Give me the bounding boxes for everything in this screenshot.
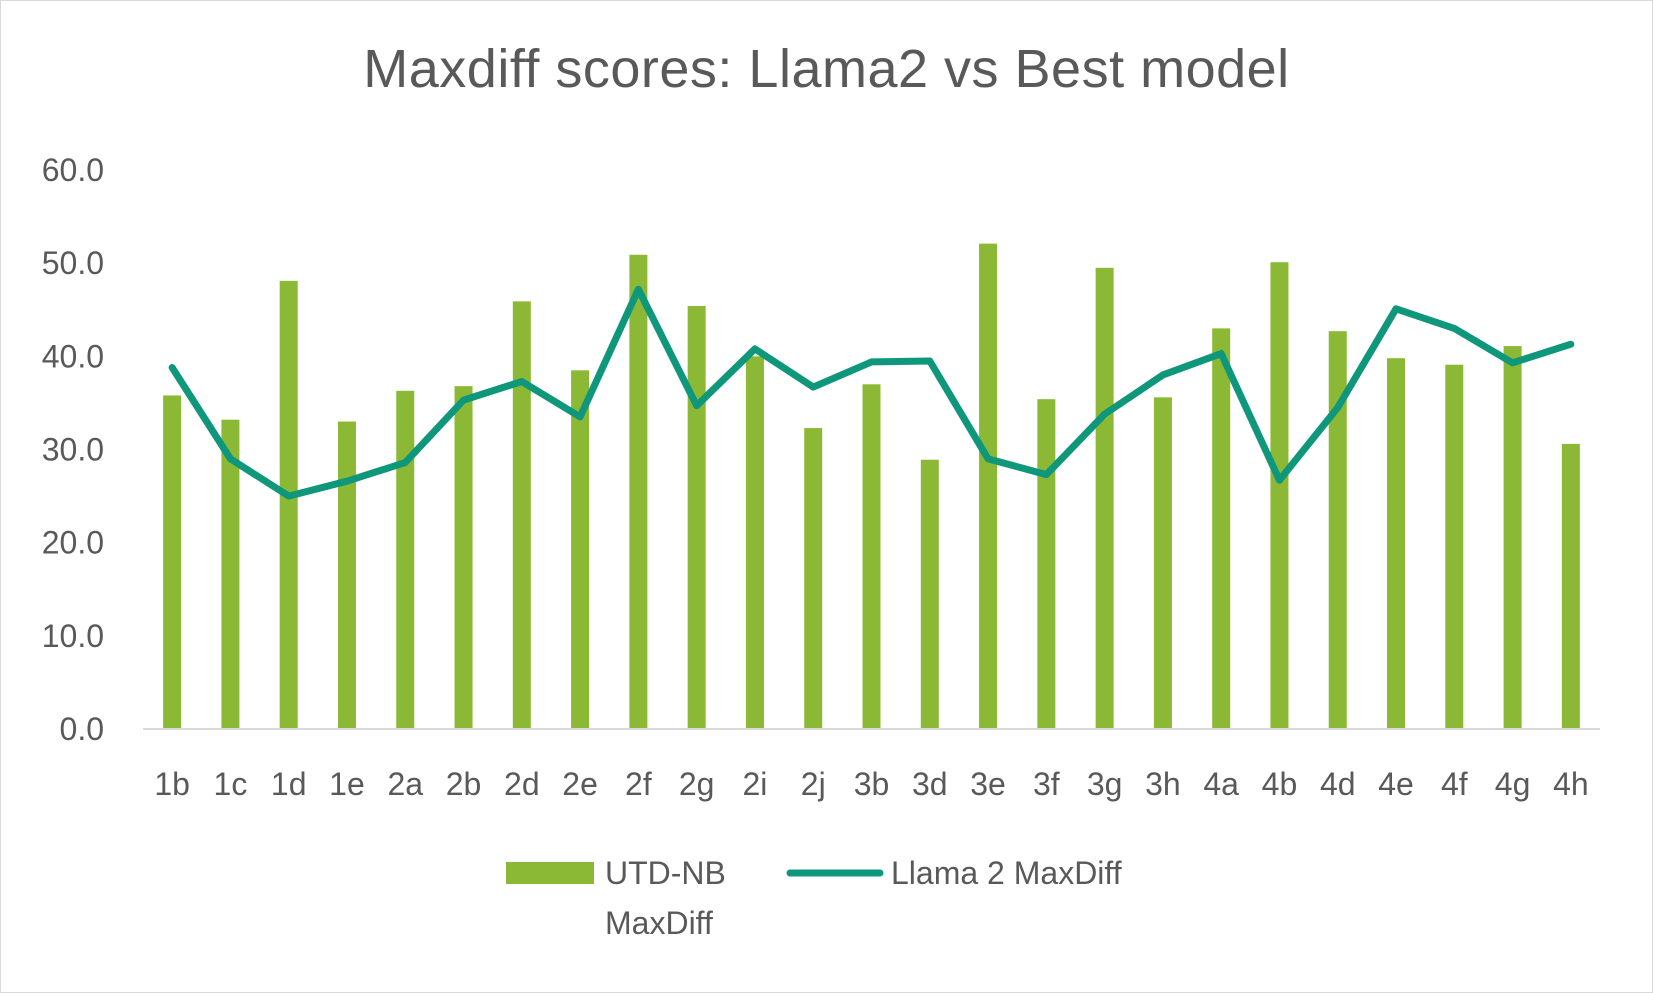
y-tick-label: 40.0 bbox=[42, 338, 104, 374]
bar-2f bbox=[629, 254, 648, 729]
bar-4a bbox=[1212, 328, 1231, 729]
legend-label-bar: MaxDiff bbox=[605, 905, 713, 941]
y-tick-label: 30.0 bbox=[42, 432, 104, 468]
y-tick-label: 10.0 bbox=[42, 618, 104, 654]
y-axis-ticks: 0.0 10.0 20.0 30.0 40.0 50.0 60.0 bbox=[42, 152, 104, 747]
line-series-llama2 bbox=[168, 285, 1575, 500]
bar-3b bbox=[862, 384, 881, 729]
bar-2e bbox=[571, 370, 590, 729]
x-tick-label: 2i bbox=[742, 766, 767, 802]
bar-2d bbox=[512, 301, 531, 729]
y-tick-label: 50.0 bbox=[42, 245, 104, 281]
x-tick-label: 2b bbox=[446, 766, 482, 802]
x-tick-label: 3d bbox=[912, 766, 948, 802]
x-tick-label: 4h bbox=[1553, 766, 1589, 802]
x-tick-label: 2d bbox=[504, 766, 540, 802]
bar-2g bbox=[687, 306, 706, 729]
x-tick-label: 1d bbox=[271, 766, 307, 802]
x-tick-label: 4d bbox=[1320, 766, 1356, 802]
bar-3h bbox=[1153, 397, 1172, 729]
y-tick-label: 60.0 bbox=[42, 152, 104, 188]
bar-series bbox=[163, 243, 1580, 729]
legend-label-bar: UTD-NB bbox=[605, 855, 726, 891]
x-tick-label: 1e bbox=[329, 766, 365, 802]
bar-3g bbox=[1095, 267, 1114, 729]
bar-3f bbox=[1037, 399, 1056, 729]
x-tick-label: 3f bbox=[1033, 766, 1060, 802]
x-tick-label: 2g bbox=[679, 766, 715, 802]
x-tick-label: 1c bbox=[214, 766, 248, 802]
x-tick-label: 2e bbox=[562, 766, 598, 802]
x-tick-label: 4e bbox=[1378, 766, 1414, 802]
bar-4h bbox=[1561, 443, 1580, 729]
x-tick-label: 4b bbox=[1262, 766, 1298, 802]
x-axis-ticks: 1b 1c 1d 1e 2a 2b 2d 2e 2f 2g 2i 2j 3b 3d 3e 3f 3g 3h 4a 4b… bbox=[154, 766, 1588, 802]
bar-1e bbox=[337, 421, 356, 729]
bar-2i bbox=[745, 356, 764, 729]
legend-swatch-bar bbox=[506, 862, 594, 884]
bar-3d bbox=[920, 459, 939, 729]
x-tick-label: 2f bbox=[625, 766, 652, 802]
x-tick-label: 4f bbox=[1441, 766, 1468, 802]
bar-4f bbox=[1445, 364, 1464, 729]
x-tick-label: 3g bbox=[1087, 766, 1123, 802]
y-tick-label: 0.0 bbox=[60, 711, 104, 747]
x-tick-label: 2j bbox=[801, 766, 826, 802]
bar-2j bbox=[804, 428, 823, 729]
bar-3e bbox=[979, 243, 998, 729]
bar-4d bbox=[1328, 331, 1347, 729]
bar-1c bbox=[221, 419, 240, 729]
bar-2a bbox=[396, 390, 415, 729]
x-tick-label: 4a bbox=[1203, 766, 1239, 802]
x-tick-label: 3h bbox=[1145, 766, 1181, 802]
y-tick-label: 20.0 bbox=[42, 525, 104, 561]
x-tick-label: 4g bbox=[1495, 766, 1531, 802]
legend-label-line: Llama 2 MaxDiff bbox=[891, 855, 1122, 891]
x-tick-label: 3e bbox=[970, 766, 1006, 802]
legend: UTD-NB MaxDiff Llama 2 MaxDiff bbox=[506, 855, 1122, 941]
bar-2b bbox=[454, 386, 473, 729]
x-tick-label: 2a bbox=[387, 766, 423, 802]
bar-4g bbox=[1503, 346, 1522, 729]
bar-1b bbox=[163, 395, 182, 729]
bar-1d bbox=[279, 280, 298, 729]
bar-4b bbox=[1270, 262, 1289, 729]
bar-4e bbox=[1387, 358, 1406, 729]
x-tick-label: 3b bbox=[854, 766, 890, 802]
x-tick-label: 1b bbox=[154, 766, 190, 802]
chart-title: Maxdiff scores: Llama2 vs Best model bbox=[363, 39, 1290, 99]
